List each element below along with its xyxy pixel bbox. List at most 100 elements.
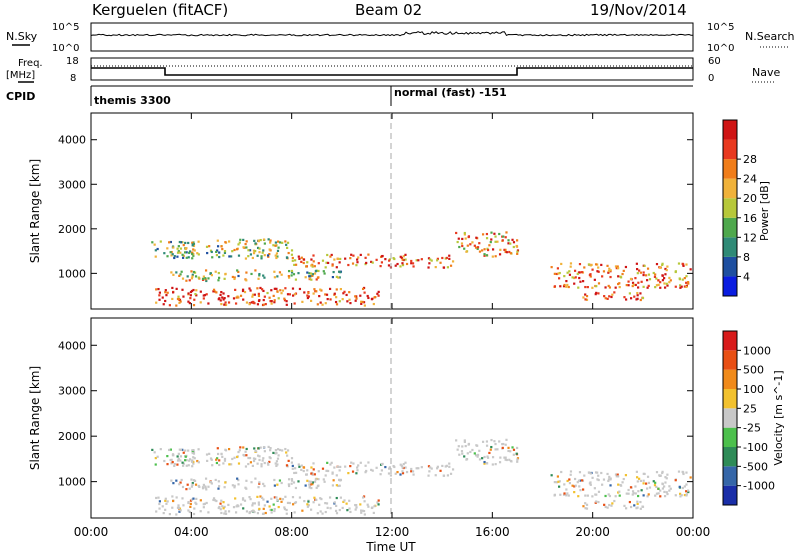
velocity-cell (607, 479, 610, 483)
velocity-cell (298, 496, 302, 499)
power-cell (356, 258, 359, 261)
velocity-cell (182, 462, 185, 465)
power-cell (628, 292, 631, 295)
velocity-cell (578, 485, 581, 488)
velocity-cell (313, 480, 317, 483)
velocity-cell (227, 510, 231, 513)
velocity-cell (580, 479, 584, 482)
velocity-cell (232, 506, 236, 509)
velocity-cell (262, 512, 265, 515)
velocity-cell (181, 461, 184, 464)
velocity-cell (687, 490, 690, 494)
power-cell (312, 254, 315, 257)
velocity-cell (245, 454, 248, 457)
velocity-cell (333, 466, 336, 469)
velocity-cell (302, 466, 306, 469)
velocity-cell (347, 472, 350, 475)
power-cell (494, 255, 497, 258)
power-cell (276, 255, 279, 258)
velocity-cell (553, 493, 557, 496)
velocity-cell (158, 502, 161, 506)
colorbar-tick-label: 20 (743, 192, 757, 205)
velocity-cell (166, 454, 169, 458)
power-cell (360, 302, 363, 305)
velocity-cell (345, 502, 348, 505)
velocity-cell (215, 499, 218, 503)
power-cell (190, 289, 194, 293)
velocity-cell (178, 510, 181, 513)
power-cell (512, 241, 516, 244)
power-cell (251, 295, 254, 298)
velocity-cell (192, 479, 196, 482)
velocity-cell (600, 471, 603, 475)
power-cell (278, 271, 282, 274)
power-cell (175, 304, 178, 307)
velocity-cell (181, 485, 185, 489)
power-cell (609, 275, 612, 279)
velocity-cell (273, 478, 276, 482)
power-cell (222, 254, 225, 257)
velocity-cell (179, 455, 183, 458)
velocity-cell (269, 508, 272, 512)
power-cell (363, 291, 366, 294)
velocity-cell (317, 470, 320, 473)
power-cell (257, 239, 260, 242)
velocity-cell (674, 479, 677, 482)
power-cell (597, 270, 600, 273)
power-cell (653, 275, 657, 278)
power-cell (627, 284, 630, 287)
velocity-cell (640, 489, 643, 492)
freq-right-tick-top: 60 (708, 56, 721, 67)
velocity-cell (486, 455, 489, 458)
power-cell (277, 240, 280, 243)
power-cell (321, 303, 324, 306)
velocity-cell (206, 459, 209, 462)
velocity-cell (188, 487, 191, 490)
velocity-cell (262, 498, 265, 501)
power-cell (269, 241, 272, 244)
velocity-cell (384, 465, 387, 469)
power-cell (682, 264, 685, 267)
power-cell (179, 241, 183, 244)
velocity-cell (460, 450, 464, 453)
velocity-cell (631, 490, 635, 493)
velocity-cell (655, 471, 659, 474)
power-cell (594, 263, 598, 266)
power-cell (210, 250, 213, 254)
power-cell (679, 284, 682, 287)
velocity-cell (178, 483, 181, 486)
power-cell (646, 286, 649, 289)
velocity-cell (205, 501, 208, 505)
velocity-cell (508, 458, 511, 461)
velocity-cell (687, 489, 690, 492)
velocity-cell (187, 464, 190, 467)
velocity-cell (258, 507, 261, 511)
velocity-cell (249, 461, 253, 464)
velocity-cell (290, 478, 294, 481)
power-cell (311, 274, 314, 277)
velocity-cell (614, 473, 618, 476)
power-cell (636, 291, 639, 295)
power-cell (285, 256, 289, 259)
velocity-cell (308, 485, 311, 488)
power-cell (585, 298, 589, 301)
power-cell (262, 249, 265, 252)
power-cell (193, 298, 196, 301)
power-cell (516, 249, 520, 252)
power-cell (181, 256, 185, 259)
power-cell (233, 248, 236, 252)
velocity-cell (342, 500, 345, 504)
velocity-cell (205, 488, 208, 491)
power-cell (365, 261, 368, 265)
velocity-cell (562, 493, 566, 496)
power-cell (238, 241, 241, 244)
velocity-cell (276, 457, 280, 460)
power-cell (505, 231, 508, 234)
power-cell (498, 232, 501, 236)
power-cell (227, 240, 231, 243)
velocity-cell (312, 468, 315, 471)
velocity-cell (161, 505, 164, 508)
velocity-cell (188, 459, 191, 462)
power-cell (597, 266, 600, 269)
